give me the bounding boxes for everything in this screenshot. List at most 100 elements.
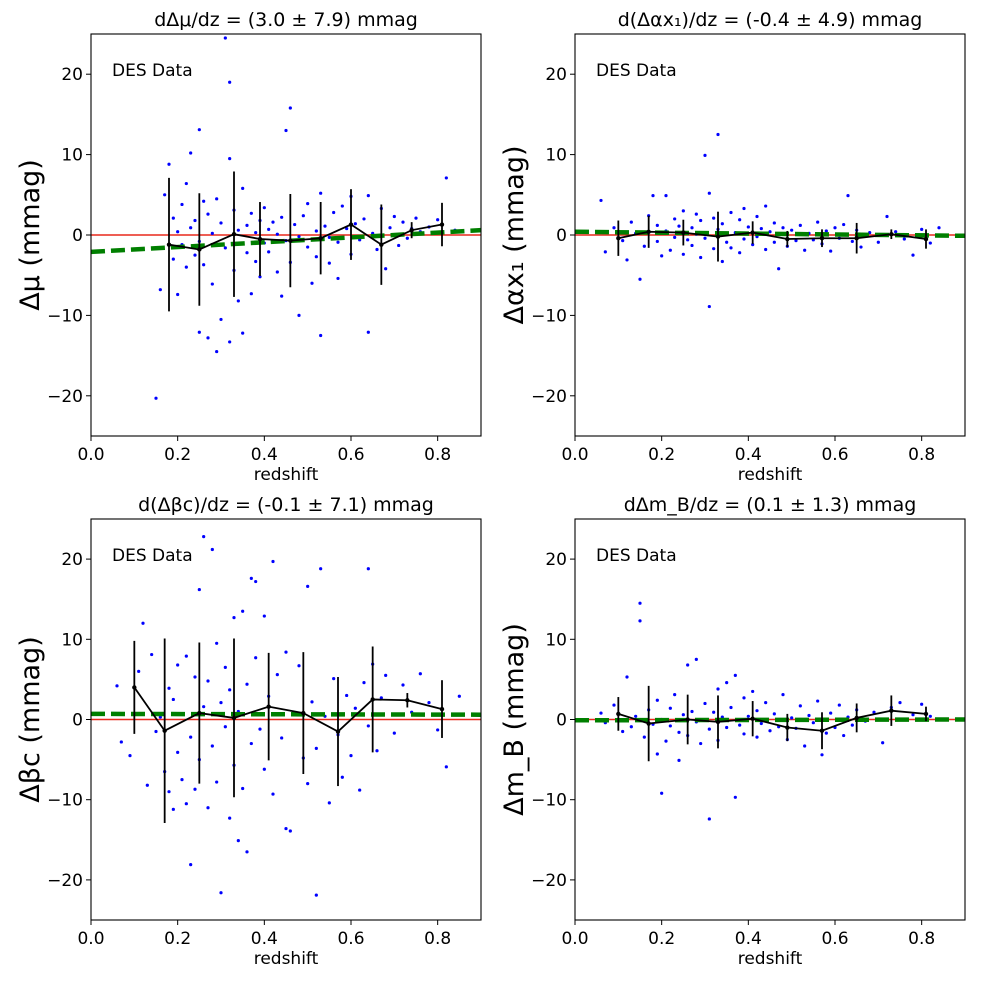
data-point bbox=[790, 716, 794, 720]
data-point bbox=[306, 782, 310, 786]
data-point bbox=[599, 198, 603, 203]
data-point bbox=[332, 676, 336, 681]
data-point bbox=[275, 672, 279, 677]
data-point bbox=[228, 80, 232, 84]
data-point bbox=[340, 775, 344, 779]
data-point bbox=[150, 652, 154, 657]
data-point bbox=[210, 547, 214, 552]
data-point bbox=[686, 663, 690, 667]
x-tick-label: 0.8 bbox=[908, 929, 935, 949]
data-point bbox=[725, 725, 729, 730]
data-point bbox=[418, 672, 422, 676]
data-point bbox=[928, 241, 932, 245]
data-point bbox=[829, 711, 833, 715]
data-point bbox=[703, 153, 707, 158]
y-tick-label: 20 bbox=[61, 65, 83, 85]
y-axis-label: Δμ (mmag) bbox=[15, 159, 46, 311]
data-point bbox=[397, 243, 401, 248]
data-point bbox=[219, 221, 223, 225]
y-tick-label: −20 bbox=[531, 871, 567, 891]
y-axis-label: Δαx₁ (mmag) bbox=[499, 145, 530, 324]
binned-mean-marker bbox=[616, 711, 621, 717]
data-point bbox=[314, 255, 318, 259]
data-point bbox=[158, 288, 162, 292]
binned-mean-marker bbox=[715, 234, 721, 239]
y-tick-label: −10 bbox=[531, 306, 567, 326]
data-point bbox=[327, 235, 331, 240]
data-point bbox=[638, 619, 642, 623]
binned-mean-marker bbox=[335, 729, 341, 734]
binned-mean-marker bbox=[197, 247, 202, 252]
data-point bbox=[306, 202, 310, 206]
data-point bbox=[898, 701, 902, 705]
binned-mean-marker bbox=[889, 708, 894, 713]
data-point bbox=[777, 267, 781, 271]
data-point bbox=[158, 715, 162, 719]
x-tick-label: 0.8 bbox=[908, 445, 935, 465]
data-point bbox=[375, 247, 379, 252]
data-point bbox=[729, 246, 733, 250]
data-point bbox=[824, 731, 828, 735]
data-point bbox=[738, 218, 742, 222]
x-tick-label: 0.2 bbox=[648, 929, 675, 949]
data-point bbox=[621, 729, 625, 734]
data-point bbox=[388, 226, 392, 230]
y-axis-label: Δβc (mmag) bbox=[15, 636, 46, 802]
binned-mean-line bbox=[168, 223, 443, 251]
data-point bbox=[837, 703, 841, 707]
data-point bbox=[375, 749, 379, 753]
binned-mean-marker bbox=[409, 227, 414, 233]
data-point bbox=[180, 778, 184, 782]
data-point bbox=[262, 614, 266, 618]
data-point bbox=[379, 696, 383, 700]
data-point bbox=[202, 705, 206, 709]
binned-mean-marker bbox=[819, 728, 825, 733]
data-point bbox=[184, 265, 188, 269]
data-point bbox=[794, 239, 798, 243]
data-point bbox=[911, 253, 915, 257]
binned-mean-marker bbox=[405, 698, 410, 703]
data-point bbox=[725, 681, 729, 685]
data-point bbox=[245, 850, 249, 854]
data-point bbox=[306, 584, 310, 588]
fit-line bbox=[90, 227, 482, 255]
data-point bbox=[128, 753, 132, 758]
data-point bbox=[241, 609, 245, 613]
data-point bbox=[811, 721, 815, 725]
binned-mean-marker bbox=[646, 721, 651, 726]
data-point bbox=[280, 294, 284, 298]
data-point bbox=[171, 807, 175, 811]
data-point bbox=[655, 239, 659, 244]
binned-mean-marker bbox=[750, 716, 755, 721]
binned-mean-marker bbox=[301, 710, 306, 716]
chart-title: d(Δαx₁)/dz = (-0.4 ± 4.9) mmag bbox=[618, 9, 923, 31]
y-tick-label: −10 bbox=[47, 306, 83, 326]
data-point bbox=[249, 292, 253, 296]
data-point bbox=[189, 151, 193, 155]
data-point bbox=[920, 227, 924, 231]
data-point bbox=[902, 237, 906, 241]
data-point bbox=[621, 239, 625, 243]
data-point bbox=[625, 258, 629, 262]
x-tick-label: 0.8 bbox=[424, 445, 451, 465]
data-point bbox=[284, 128, 288, 133]
data-point bbox=[790, 228, 794, 232]
y-tick-label: 20 bbox=[545, 65, 567, 85]
data-point bbox=[911, 713, 915, 717]
data-point bbox=[772, 240, 776, 244]
data-point bbox=[254, 579, 258, 584]
data-point bbox=[664, 194, 668, 198]
data-point bbox=[236, 839, 240, 843]
data-point bbox=[816, 699, 820, 703]
data-point bbox=[651, 194, 655, 198]
data-point bbox=[193, 787, 197, 791]
data-point bbox=[310, 700, 314, 704]
x-tick-label: 0.2 bbox=[164, 929, 191, 949]
binned-mean-marker bbox=[616, 236, 621, 241]
data-point bbox=[280, 736, 284, 740]
data-point bbox=[612, 703, 616, 707]
annotation-label: DES Data bbox=[596, 61, 677, 81]
data-point bbox=[306, 245, 310, 249]
data-point bbox=[894, 230, 898, 234]
data-point bbox=[223, 665, 227, 669]
